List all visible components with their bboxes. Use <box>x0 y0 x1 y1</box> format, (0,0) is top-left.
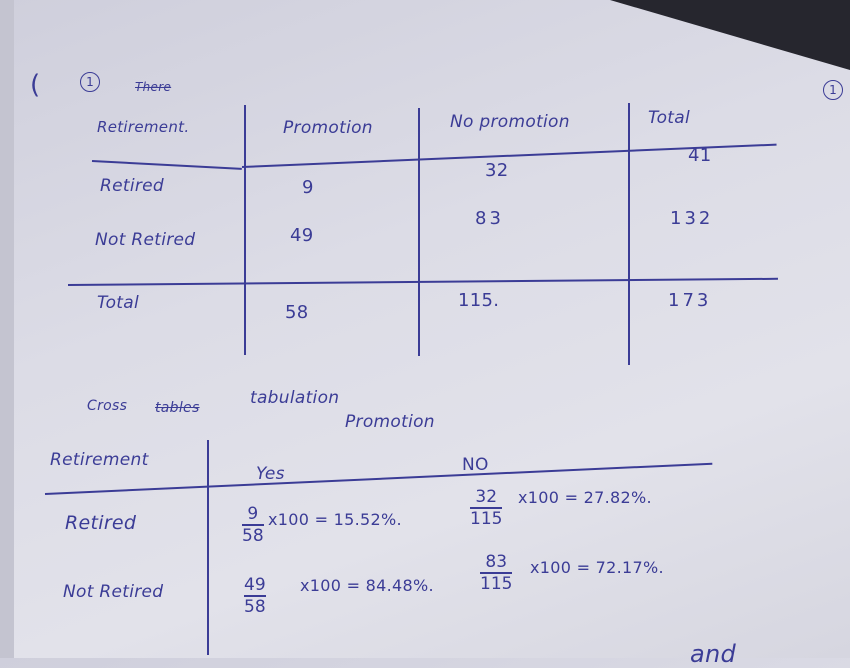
row-label-retired: Retired <box>100 176 164 196</box>
cell-total-no-promotion: 115. <box>458 290 500 311</box>
header-retirement: Retirement. <box>97 118 190 136</box>
partial-bottom-text: and <box>690 640 737 668</box>
column-divider <box>628 103 630 365</box>
expression-not-retired-yes: x100 = 84.48%. <box>300 576 434 595</box>
cell-retired-total: 41 <box>688 145 712 166</box>
cell-not-retired-total: 132 <box>670 208 714 229</box>
denominator: 58 <box>244 596 266 617</box>
cell-total-promotion: 58 <box>285 302 309 323</box>
header-no-promotion: No promotion <box>450 112 570 132</box>
expression-retired-yes: x100 = 15.52%. <box>268 510 402 529</box>
column-divider <box>207 440 209 655</box>
cell-not-retired-no-promotion: 83 <box>475 208 504 229</box>
denominator: 115 <box>480 573 513 594</box>
title-suffix: tabulation <box>250 388 340 408</box>
column-group-promotion: Promotion <box>345 412 435 432</box>
column-divider <box>244 105 246 355</box>
cell-not-retired-promotion: 49 <box>290 225 314 246</box>
row-label-not-retired: Not Retired <box>63 582 164 602</box>
total-divider <box>67 277 778 286</box>
header-total: Total <box>648 108 690 128</box>
row-header-retirement: Retirement <box>50 450 149 470</box>
column-no: NO <box>462 455 489 475</box>
numerator: 32 <box>475 487 498 507</box>
header-promotion: Promotion <box>283 118 373 138</box>
cell-grand-total: 173 <box>668 290 712 311</box>
dark-background-corner <box>610 0 850 70</box>
row-label-retired: Retired <box>65 512 137 534</box>
header-divider <box>91 160 242 170</box>
fraction-retired-no: 32 115 <box>470 487 503 529</box>
fraction-retired-yes: 9 58 <box>242 505 264 545</box>
denominator: 115 <box>470 508 503 529</box>
numerator: 9 <box>247 504 259 524</box>
expression-retired-no: x100 = 27.82%. <box>518 488 652 507</box>
margin-bracket: ( <box>30 70 41 100</box>
title-prefix: Cross <box>87 398 128 414</box>
numerator: 83 <box>485 552 508 572</box>
numerator: 49 <box>244 575 266 595</box>
title-struck-word: tables <box>155 400 200 416</box>
denominator: 58 <box>242 525 264 546</box>
cell-retired-no-promotion: 32 <box>485 160 509 181</box>
fraction-not-retired-yes: 49 58 <box>244 576 266 616</box>
struck-word: There <box>135 80 172 94</box>
fraction-not-retired-no: 83 115 <box>480 552 513 594</box>
column-yes: Yes <box>256 464 285 484</box>
cell-retired-promotion: 9 <box>302 177 314 198</box>
margin-number: 1 <box>823 80 843 100</box>
row-label-total: Total <box>97 293 139 313</box>
row-label-not-retired: Not Retired <box>95 230 196 250</box>
paper-stack-edge <box>0 0 14 658</box>
column-divider <box>418 108 420 356</box>
question-number: 1 <box>80 72 100 92</box>
expression-not-retired-no: x100 = 72.17%. <box>530 558 664 577</box>
